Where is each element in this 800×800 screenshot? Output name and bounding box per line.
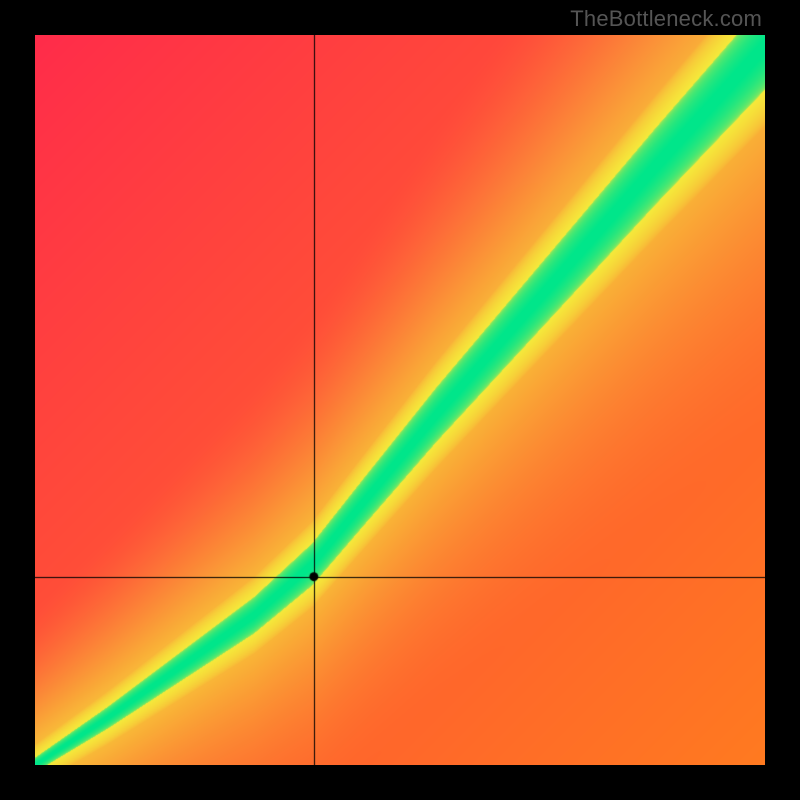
watermark-text: TheBottleneck.com [570,6,762,32]
heatmap-canvas [35,35,765,765]
chart-container: TheBottleneck.com [0,0,800,800]
plot-area [35,35,765,765]
